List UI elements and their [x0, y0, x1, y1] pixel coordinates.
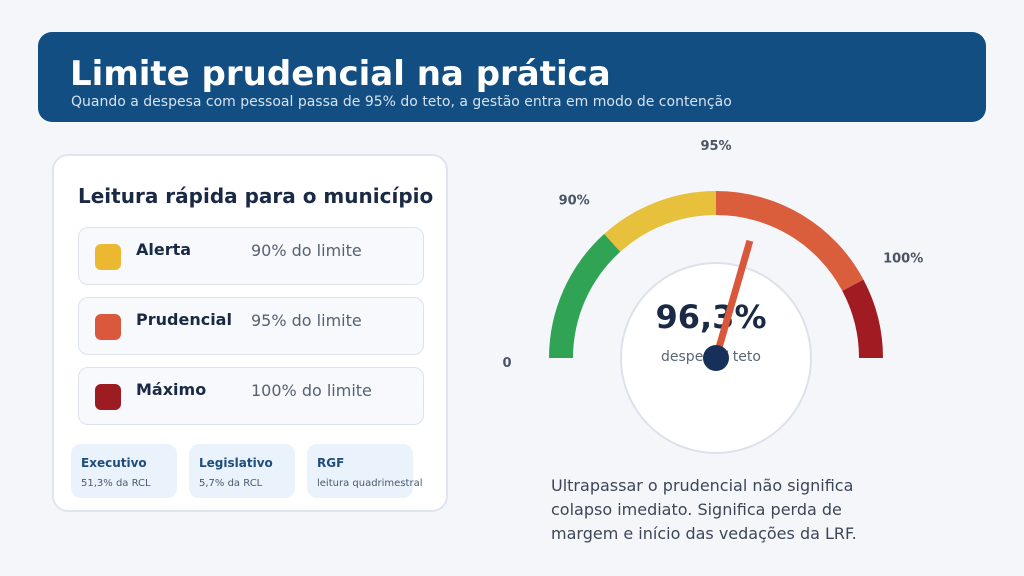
level-row-alerta: Alerta 90% do limite [78, 227, 424, 285]
level-name: Prudencial [136, 310, 232, 329]
gauge-hub [703, 345, 729, 371]
chip-legislativo: Legislativo 5,7% da RCL [189, 444, 295, 498]
level-row-prudencial: Prudencial 95% do limite [78, 297, 424, 355]
chip-title: Executivo [81, 456, 147, 470]
explanatory-note: Ultrapassar o prudencial não significa c… [551, 476, 857, 543]
level-swatch-prudencial [95, 314, 121, 340]
chip-value: leitura quadrimestral [317, 478, 423, 489]
page-subtitle: Quando a despesa com pessoal passa de 95… [71, 94, 732, 110]
page-title: Limite prudencial na prática [70, 54, 611, 94]
level-name: Máximo [136, 380, 207, 399]
card-title: Leitura rápida para o município [78, 184, 434, 208]
gauge-tick-label: 95% [700, 140, 731, 154]
header-banner: Limite prudencial na prática Quando a de… [38, 32, 986, 122]
chip-title: Legislativo [199, 456, 273, 470]
level-value: 90% do limite [251, 241, 362, 260]
chip-value: 5,7% da RCL [199, 478, 263, 489]
chip-executivo: Executivo 51,3% da RCL [71, 444, 177, 498]
level-value: 100% do limite [251, 381, 372, 400]
gauge-band-alerta [604, 191, 716, 252]
level-swatch-maximo [95, 384, 121, 410]
chip-title: RGF [317, 456, 345, 470]
gauge-needle [712, 239, 754, 359]
gauge-tick-label: 90% [559, 193, 590, 208]
gauge-tick-label: 100% [883, 251, 923, 266]
level-row-maximo: Máximo 100% do limite [78, 367, 424, 425]
level-name: Alerta [136, 240, 192, 259]
chip-value: 51,3% da RCL [81, 478, 151, 489]
gauge-band-prudencial [716, 191, 864, 291]
gauge-value: 96,3% [655, 298, 766, 336]
spending-gauge: 96,3% despesa / teto 090%95%100% [502, 140, 923, 454]
gauge-band-maximo [842, 279, 883, 358]
level-value: 95% do limite [251, 311, 362, 330]
quick-read-card: Leitura rápida para o município Alerta 9… [52, 154, 448, 512]
gauge-tick-label: 0 [502, 356, 511, 371]
gauge-band-normal [549, 233, 621, 358]
level-swatch-alerta [95, 244, 121, 270]
chip-rgf: RGF leitura quadrimestral [307, 444, 422, 498]
